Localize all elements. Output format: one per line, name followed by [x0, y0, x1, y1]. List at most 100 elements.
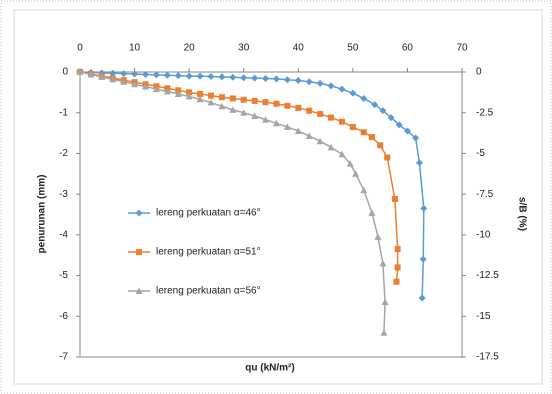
marker: [197, 90, 204, 97]
y-tick-label: -2: [59, 148, 68, 159]
marker: [284, 102, 291, 109]
y-tick-label: -5: [59, 270, 68, 281]
marker: [327, 143, 335, 151]
marker: [163, 88, 171, 95]
marker: [120, 78, 128, 85]
x-axis-title: qu (kN/m²): [245, 363, 294, 374]
marker: [349, 123, 356, 130]
marker: [141, 70, 149, 78]
marker: [141, 83, 149, 90]
legend-label: lereng perkuatan α=56°: [156, 286, 261, 297]
marker: [229, 73, 237, 81]
legend-marker: [136, 249, 142, 255]
marker: [377, 142, 384, 149]
y-tick-label: -1: [59, 107, 68, 118]
marker: [196, 95, 204, 103]
marker: [327, 82, 335, 90]
x-tick-label: 60: [402, 43, 414, 54]
legend-label: lereng perkuatan α=46°: [156, 208, 261, 219]
marker: [218, 102, 226, 110]
marker: [218, 73, 226, 81]
chart-border: [13, 9, 543, 385]
x-tick-label: 0: [77, 43, 83, 54]
marker: [174, 90, 182, 97]
marker: [185, 92, 193, 100]
x-tick-label: 30: [238, 43, 250, 54]
marker: [76, 68, 84, 75]
marker: [240, 74, 248, 82]
marker: [262, 116, 270, 123]
marker: [272, 75, 280, 83]
y2-tick-label: -17.5: [476, 352, 499, 363]
marker: [379, 107, 387, 115]
marker: [272, 119, 280, 127]
marker: [305, 78, 313, 86]
marker: [338, 118, 345, 125]
y2-tick-label: -7.5: [476, 189, 494, 200]
marker: [186, 89, 193, 96]
y2-axis-title: s/B (%): [516, 197, 527, 231]
y-tick-label: -6: [59, 311, 68, 322]
x-tick-label: 40: [293, 43, 305, 54]
marker: [131, 80, 139, 88]
marker: [387, 114, 395, 122]
marker: [391, 196, 398, 203]
marker: [294, 127, 302, 135]
marker: [283, 76, 291, 84]
marker: [374, 233, 382, 240]
marker: [379, 259, 387, 267]
marker: [120, 70, 128, 78]
marker: [262, 75, 270, 83]
marker: [394, 246, 401, 253]
x-tick-label: 10: [129, 43, 141, 54]
marker: [316, 79, 324, 87]
legend-label: lereng perkuatan α=51°: [156, 247, 261, 258]
marker: [283, 123, 291, 130]
y2-tick-label: -15: [476, 311, 491, 322]
marker: [273, 100, 280, 107]
marker: [109, 69, 117, 77]
marker: [305, 132, 313, 139]
series-line: [79, 71, 399, 282]
marker: [262, 99, 269, 106]
legend-marker: [135, 287, 143, 294]
marker: [371, 101, 379, 109]
y-tick-label: -7: [59, 352, 68, 363]
marker: [98, 73, 106, 80]
marker: [346, 160, 354, 167]
marker: [163, 71, 171, 79]
y2-tick-label: -12.5: [476, 270, 499, 281]
y2-tick-label: -10: [476, 229, 491, 240]
marker: [196, 72, 204, 80]
y2-tick-label: -2.5: [476, 107, 494, 118]
marker: [352, 170, 360, 177]
marker: [87, 70, 95, 78]
marker: [328, 114, 335, 121]
x-tick-label: 50: [347, 43, 359, 54]
marker: [418, 294, 426, 302]
marker: [229, 95, 236, 102]
marker: [349, 89, 357, 97]
marker: [420, 204, 428, 212]
marker: [207, 72, 215, 80]
marker: [294, 77, 302, 85]
marker: [360, 94, 368, 102]
y-tick-label: 0: [62, 67, 68, 78]
marker: [419, 255, 427, 263]
marker: [251, 74, 259, 82]
marker: [251, 112, 259, 119]
y2-tick-label: 0: [476, 67, 482, 78]
marker: [240, 96, 247, 103]
y-tick-label: -3: [59, 189, 68, 200]
marker: [218, 94, 225, 101]
marker: [295, 104, 302, 111]
marker: [381, 298, 389, 306]
marker: [207, 99, 215, 106]
marker: [368, 209, 376, 216]
x-tick-label: 20: [184, 43, 196, 54]
marker: [152, 71, 160, 79]
marker: [384, 154, 391, 161]
marker: [360, 186, 368, 194]
marker: [368, 134, 375, 141]
marker: [251, 97, 258, 104]
